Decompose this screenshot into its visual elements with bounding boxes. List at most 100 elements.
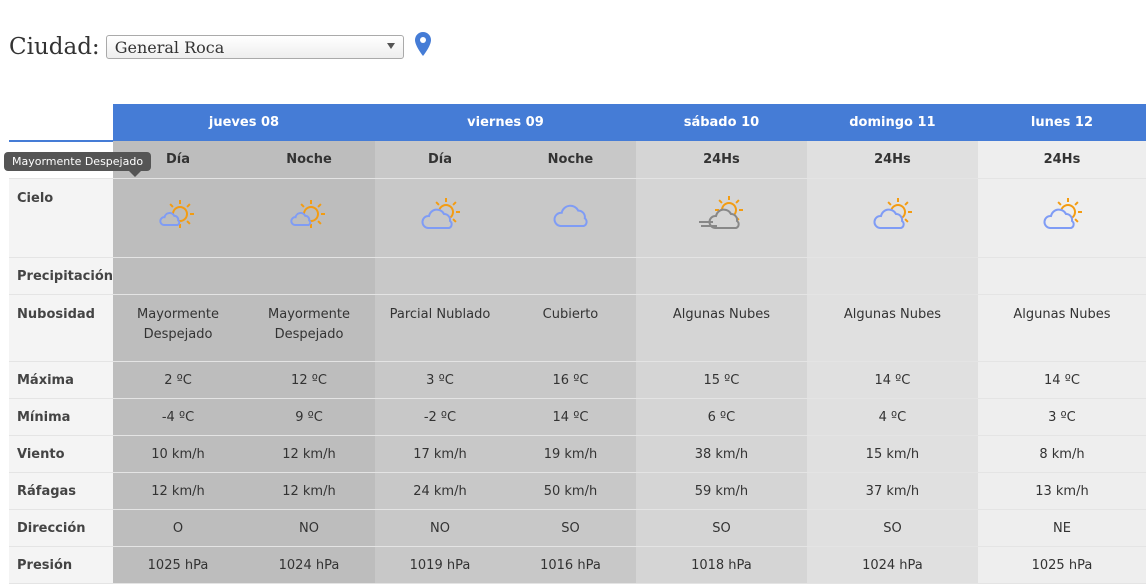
partly-cloudy-icon[interactable] bbox=[868, 198, 916, 240]
sky-cell bbox=[374, 178, 505, 258]
forecast-table: jueves 08 viernes 09 sábado 10 domingo 11 lu… bbox=[9, 104, 1146, 584]
viento-cell: 12 km/h bbox=[243, 435, 375, 473]
rafagas-cell: 50 km/h bbox=[504, 472, 636, 510]
city-selector: Ciudad: General Roca bbox=[9, 31, 432, 60]
maxima-cell: 2 ºC bbox=[113, 361, 243, 399]
corner-cell bbox=[9, 104, 114, 142]
period-cell: 24Hs bbox=[806, 141, 978, 179]
cloudy-icon[interactable] bbox=[546, 204, 594, 240]
rafagas-cell: 37 km/h bbox=[806, 472, 978, 510]
direccion-cell: SO bbox=[635, 509, 807, 547]
presion-cell: 1025 hPa bbox=[113, 546, 243, 584]
row-presion: Presión 1025 hPa 1024 hPa 1019 hPa 1016 hPa 1… bbox=[9, 546, 1146, 584]
sky-cell bbox=[806, 178, 978, 258]
row-label: Viento bbox=[9, 435, 114, 473]
precipitacion-cell bbox=[806, 257, 978, 295]
sun-small-cloud-icon[interactable] bbox=[285, 200, 333, 240]
row-rafagas: Ráfagas 12 km/h 12 km/h 24 km/h 50 km/h 59 km… bbox=[9, 472, 1146, 510]
city-label: Ciudad: bbox=[9, 34, 100, 60]
rafagas-cell: 12 km/h bbox=[113, 472, 243, 510]
viento-cell: 10 km/h bbox=[113, 435, 243, 473]
row-viento: Viento 10 km/h 12 km/h 17 km/h 19 km/h 38 km/… bbox=[9, 435, 1146, 473]
presion-cell: 1025 hPa bbox=[977, 546, 1146, 584]
city-select[interactable]: General Roca bbox=[105, 35, 404, 59]
viento-cell: 38 km/h bbox=[635, 435, 807, 473]
viento-cell: 8 km/h bbox=[977, 435, 1146, 473]
direccion-cell: NO bbox=[374, 509, 505, 547]
tooltip: Mayormente Despejado bbox=[4, 152, 152, 177]
partly-cloudy-icon[interactable] bbox=[416, 198, 464, 240]
period-cell: Noche bbox=[243, 141, 375, 179]
rafagas-cell: 13 km/h bbox=[977, 472, 1146, 510]
maxima-cell: 14 ºC bbox=[977, 361, 1146, 399]
minima-cell: 4 ºC bbox=[806, 398, 978, 436]
maxima-cell: 16 ºC bbox=[504, 361, 636, 399]
row-cielo: Cielo bbox=[9, 178, 1146, 258]
partly-cloudy-icon[interactable] bbox=[1038, 198, 1086, 240]
period-cell: 24Hs bbox=[977, 141, 1146, 179]
presion-cell: 1024 hPa bbox=[243, 546, 375, 584]
nubosidad-cell: Mayormente Despejado bbox=[113, 294, 243, 362]
row-nubosidad: Nubosidad Mayormente Despejado Mayormente … bbox=[9, 294, 1146, 362]
presion-cell: 1019 hPa bbox=[374, 546, 505, 584]
direccion-cell: O bbox=[113, 509, 243, 547]
period-cell: Día bbox=[374, 141, 505, 179]
row-label: Presión bbox=[9, 546, 114, 584]
sky-cell bbox=[243, 178, 375, 258]
day-header: jueves 08 bbox=[113, 104, 375, 141]
viento-cell: 17 km/h bbox=[374, 435, 505, 473]
row-label: Dirección bbox=[9, 509, 114, 547]
precipitacion-cell bbox=[243, 257, 375, 295]
precipitacion-cell bbox=[635, 257, 807, 295]
nubosidad-cell: Algunas Nubes bbox=[806, 294, 978, 362]
viento-cell: 19 km/h bbox=[504, 435, 636, 473]
minima-cell: 3 ºC bbox=[977, 398, 1146, 436]
row-label: Mínima bbox=[9, 398, 114, 436]
nubosidad-cell: Algunas Nubes bbox=[977, 294, 1146, 362]
maxima-cell: 3 ºC bbox=[374, 361, 505, 399]
day-header: sábado 10 bbox=[635, 104, 807, 141]
nubosidad-cell: Parcial Nublado bbox=[374, 294, 505, 362]
period-row: Día Noche Día Noche 24Hs 24Hs 24Hs bbox=[9, 141, 1146, 179]
minima-cell: 6 ºC bbox=[635, 398, 807, 436]
presion-cell: 1016 hPa bbox=[504, 546, 636, 584]
precipitacion-cell bbox=[504, 257, 636, 295]
row-label: Ráfagas bbox=[9, 472, 114, 510]
period-cell: 24Hs bbox=[635, 141, 807, 179]
direccion-cell: NE bbox=[977, 509, 1146, 547]
row-label: Máxima bbox=[9, 361, 114, 399]
sky-cell bbox=[113, 178, 243, 258]
row-precipitacion: Precipitación bbox=[9, 257, 1146, 295]
row-minima: Mínima -4 ºC 9 ºC -2 ºC 14 ºC 6 ºC 4 ºC 3 ºC bbox=[9, 398, 1146, 436]
city-select-value: General Roca bbox=[114, 37, 225, 57]
location-pin-icon[interactable] bbox=[414, 31, 432, 57]
row-label: Nubosidad bbox=[9, 294, 114, 362]
minima-cell: -4 ºC bbox=[113, 398, 243, 436]
row-direccion: Dirección O NO NO SO SO SO NE bbox=[9, 509, 1146, 547]
precipitacion-cell bbox=[977, 257, 1146, 295]
chevron-down-icon bbox=[386, 43, 395, 49]
precipitacion-cell bbox=[374, 257, 505, 295]
minima-cell: 14 ºC bbox=[504, 398, 636, 436]
day-header: viernes 09 bbox=[374, 104, 636, 141]
sky-cell bbox=[635, 178, 807, 258]
minima-cell: -2 ºC bbox=[374, 398, 505, 436]
row-label: Precipitación bbox=[9, 257, 114, 295]
sky-cell bbox=[504, 178, 636, 258]
maxima-cell: 12 ºC bbox=[243, 361, 375, 399]
day-header: domingo 11 bbox=[806, 104, 978, 141]
cloud-wind-sun-icon[interactable] bbox=[697, 196, 745, 240]
presion-cell: 1018 hPa bbox=[635, 546, 807, 584]
nubosidad-cell: Algunas Nubes bbox=[635, 294, 807, 362]
minima-cell: 9 ºC bbox=[243, 398, 375, 436]
sky-cell bbox=[977, 178, 1146, 258]
direccion-cell: SO bbox=[806, 509, 978, 547]
nubosidad-cell: Mayormente Despejado bbox=[243, 294, 375, 362]
presion-cell: 1024 hPa bbox=[806, 546, 978, 584]
sun-small-cloud-icon[interactable] bbox=[154, 200, 202, 240]
day-header: lunes 12 bbox=[977, 104, 1146, 141]
maxima-cell: 14 ºC bbox=[806, 361, 978, 399]
rafagas-cell: 12 km/h bbox=[243, 472, 375, 510]
direccion-cell: NO bbox=[243, 509, 375, 547]
precipitacion-cell bbox=[113, 257, 243, 295]
